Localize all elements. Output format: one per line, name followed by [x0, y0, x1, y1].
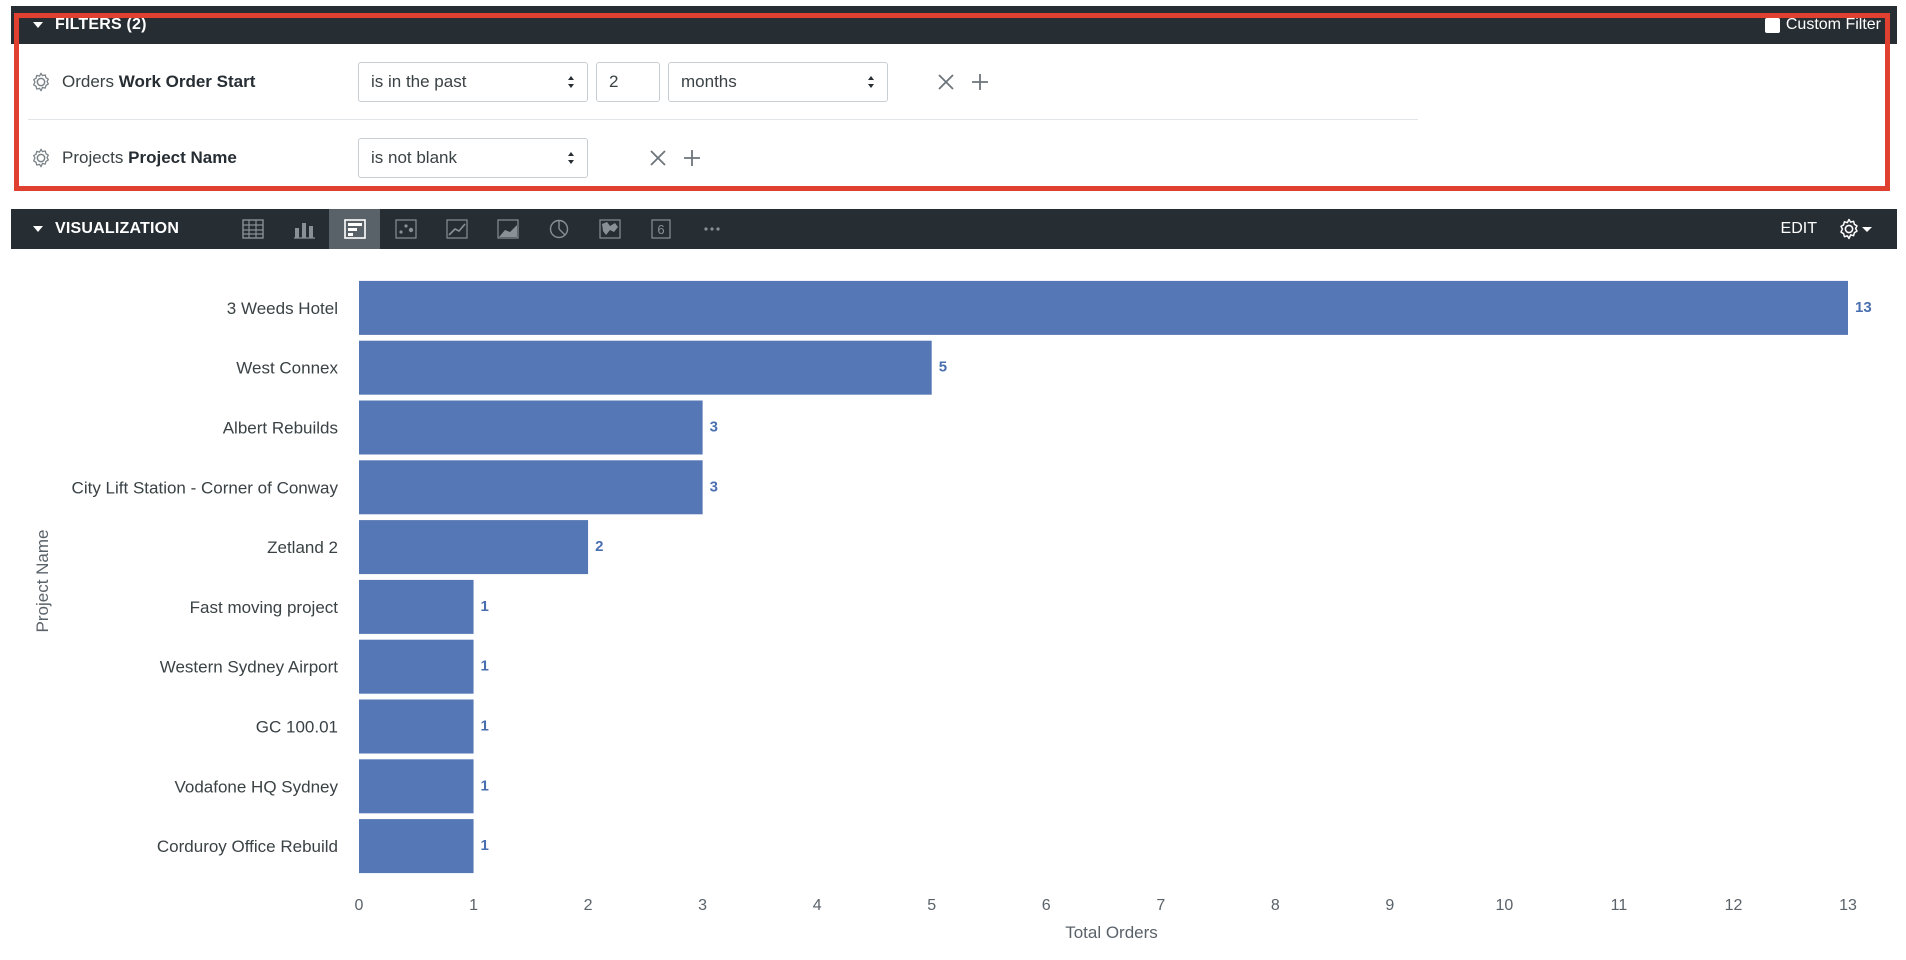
scatter-icon[interactable] — [380, 209, 431, 249]
x-tick-label: 13 — [1839, 897, 1857, 914]
bar — [359, 400, 703, 455]
data-label: 1 — [481, 837, 489, 854]
bar — [359, 460, 703, 515]
remove-filter-icon[interactable] — [934, 70, 958, 94]
category-label: Zetland 2 — [267, 538, 338, 557]
svg-text:6: 6 — [657, 222, 664, 237]
category-label: Vodafone HQ Sydney — [174, 777, 338, 796]
single-value-icon[interactable]: 6 — [635, 209, 686, 249]
x-tick-label: 1 — [469, 897, 478, 914]
operator-select[interactable]: is in the past — [358, 62, 588, 102]
data-label: 2 — [595, 538, 603, 555]
unit-select[interactable]: months — [668, 62, 888, 102]
filter-value-text: 2 — [609, 72, 619, 91]
data-label: 1 — [481, 718, 489, 735]
select-arrows-icon — [868, 76, 874, 88]
x-tick-label: 8 — [1271, 897, 1280, 914]
data-label: 1 — [481, 777, 489, 794]
data-label: 5 — [939, 359, 947, 376]
chevron-down-icon — [1862, 227, 1872, 232]
bar — [359, 520, 589, 575]
filter-row: Orders Work Order Start is in the past 2… — [28, 45, 1418, 120]
filter-view-name: Orders — [62, 72, 114, 91]
visualization-title: VISUALIZATION — [55, 220, 180, 237]
filter-field-name: Project Name — [128, 147, 237, 167]
operator-select[interactable]: is not blank — [358, 137, 588, 178]
pie-chart-icon[interactable] — [533, 209, 584, 249]
filters-title: FILTERS (2) — [55, 16, 147, 33]
custom-filter-toggle[interactable]: Custom Filter — [1764, 16, 1881, 34]
bar — [359, 340, 932, 395]
bar — [359, 579, 474, 634]
filter-field-name: Work Order Start — [118, 72, 256, 91]
filters-header[interactable]: FILTERS (2) Custom Filter — [11, 6, 1897, 44]
bar — [359, 819, 474, 874]
category-label: City Lift Station - Corner of Conway — [72, 478, 339, 497]
operator-select-value: is in the past — [371, 72, 467, 91]
operator-select-value: is not blank — [371, 147, 457, 167]
category-label: Fast moving project — [190, 598, 339, 617]
bar — [359, 639, 474, 694]
x-tick-label: 6 — [1042, 897, 1051, 914]
bar-chart-icon[interactable] — [329, 209, 381, 249]
filter-row: Projects Project Name is not blank — [28, 120, 1418, 195]
x-tick-label: 11 — [1611, 897, 1628, 914]
bar — [359, 280, 1848, 335]
category-label: 3 Weeds Hotel — [227, 299, 338, 318]
bar — [359, 699, 474, 754]
remove-filter-icon[interactable] — [646, 146, 670, 170]
gear-icon — [1840, 218, 1858, 240]
table-icon[interactable] — [227, 209, 278, 249]
category-label: Corduroy Office Rebuild — [157, 837, 338, 856]
x-tick-label: 10 — [1495, 897, 1513, 914]
gear-icon[interactable] — [30, 147, 52, 169]
visualization-header[interactable]: VISUALIZATION 6 EDIT — [11, 209, 1897, 249]
filter-field-label: Projects Project Name — [62, 148, 358, 168]
category-label: Western Sydney Airport — [160, 658, 339, 677]
x-tick-label: 0 — [355, 897, 364, 914]
map-icon[interactable] — [584, 209, 635, 249]
add-filter-icon[interactable] — [968, 70, 992, 94]
collapse-caret-icon[interactable] — [33, 226, 43, 232]
bar — [359, 759, 474, 814]
collapse-caret-icon[interactable] — [33, 22, 43, 28]
x-tick-label: 9 — [1385, 897, 1394, 914]
x-tick-label: 12 — [1725, 897, 1743, 914]
data-label: 1 — [481, 658, 489, 675]
select-arrows-icon — [568, 151, 574, 164]
edit-button[interactable]: EDIT — [1780, 220, 1817, 237]
x-tick-label: 3 — [698, 897, 707, 914]
line-chart-icon[interactable] — [431, 209, 482, 249]
x-tick-label: 4 — [813, 897, 822, 914]
data-label: 1 — [481, 598, 489, 615]
custom-filter-label: Custom Filter — [1785, 16, 1881, 33]
select-arrows-icon — [568, 76, 574, 88]
category-label: West Connex — [236, 359, 338, 378]
more-icon[interactable] — [686, 209, 737, 249]
x-tick-label: 5 — [927, 897, 936, 914]
add-filter-icon[interactable] — [680, 146, 704, 170]
area-chart-icon[interactable] — [482, 209, 533, 249]
filter-view-name: Projects — [62, 147, 124, 167]
data-label: 3 — [710, 419, 718, 436]
custom-filter-checkbox[interactable] — [1764, 17, 1780, 33]
column-chart-icon[interactable] — [278, 209, 329, 249]
x-tick-label: 7 — [1156, 897, 1165, 914]
viz-settings-button[interactable] — [1837, 217, 1873, 241]
filter-value-input[interactable]: 2 — [596, 62, 660, 102]
unit-select-value: months — [681, 72, 737, 91]
data-label: 13 — [1855, 299, 1872, 316]
gear-icon[interactable] — [30, 71, 52, 93]
category-label: GC 100.01 — [256, 718, 338, 737]
data-label: 3 — [710, 478, 718, 495]
category-label: Albert Rebuilds — [223, 419, 338, 438]
y-axis-title: Project Name — [33, 530, 52, 633]
viz-type-toolbar: 6 — [227, 209, 737, 249]
x-tick-label: 2 — [584, 897, 593, 914]
filter-field-label: Orders Work Order Start — [62, 72, 358, 92]
x-axis-title: Total Orders — [1065, 923, 1158, 942]
